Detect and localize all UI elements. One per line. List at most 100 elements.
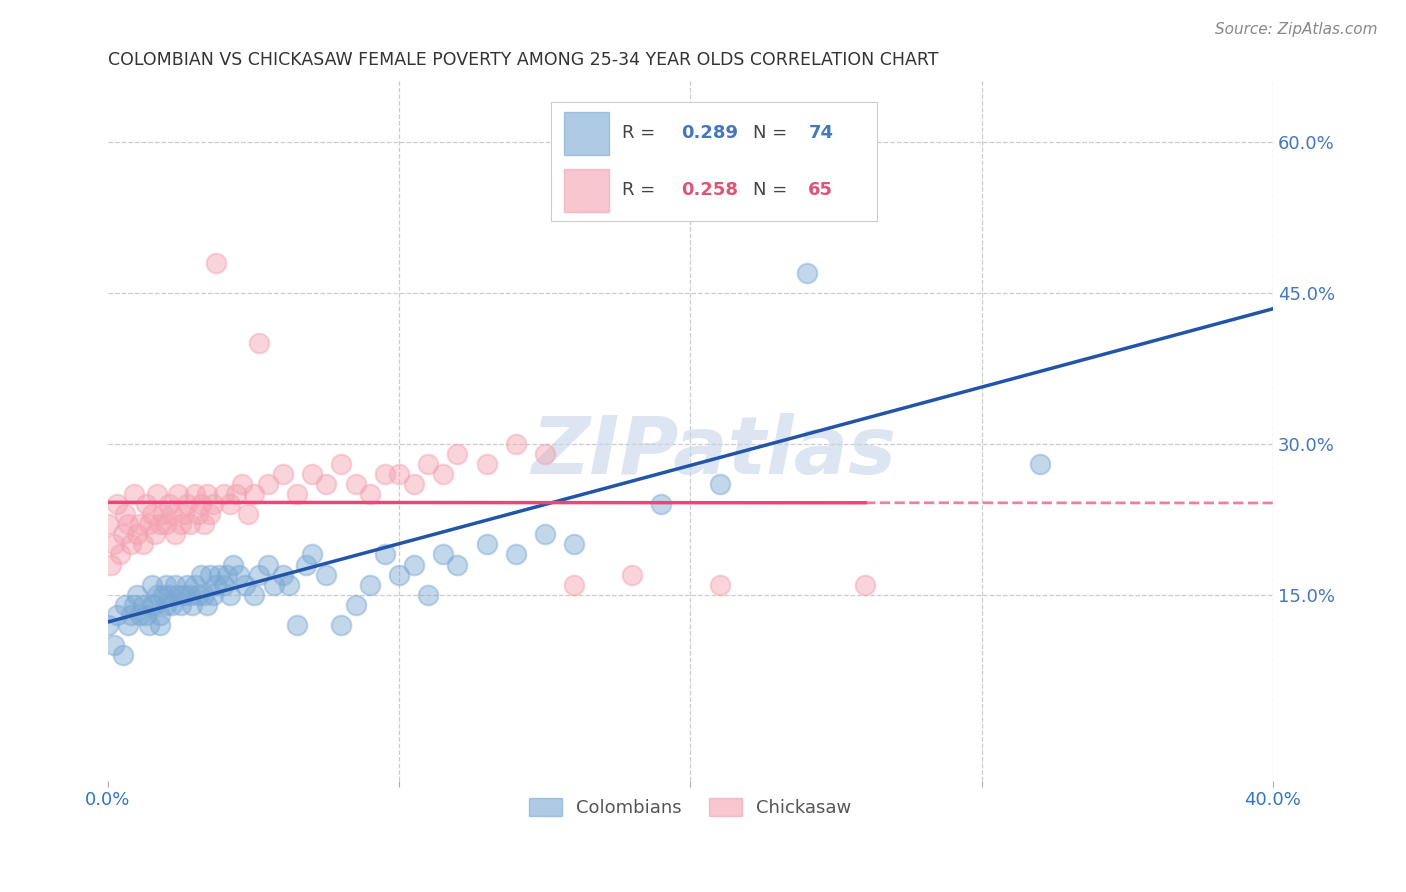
Point	[285, 618, 308, 632]
Point	[285, 487, 308, 501]
Point	[160, 507, 183, 521]
Point	[138, 517, 160, 532]
Point	[650, 497, 672, 511]
Point	[446, 558, 468, 572]
Point	[176, 577, 198, 591]
Point	[127, 527, 149, 541]
Text: ZIPatlas: ZIPatlas	[531, 413, 896, 491]
Point	[173, 588, 195, 602]
Point	[249, 336, 271, 351]
Point	[315, 567, 337, 582]
Point	[152, 507, 174, 521]
Point	[193, 588, 215, 602]
Point	[228, 567, 250, 582]
Point	[592, 175, 614, 189]
Point	[105, 497, 128, 511]
Point	[271, 567, 294, 582]
Point	[402, 477, 425, 491]
Point	[263, 577, 285, 591]
Point	[170, 598, 193, 612]
Point	[214, 487, 236, 501]
Point	[155, 517, 177, 532]
Point	[146, 588, 169, 602]
Point	[402, 558, 425, 572]
Point	[103, 537, 125, 551]
Point	[103, 638, 125, 652]
Point	[201, 588, 224, 602]
Point	[167, 487, 190, 501]
Point	[214, 577, 236, 591]
Point	[374, 548, 396, 562]
Point	[120, 537, 142, 551]
Point	[190, 497, 212, 511]
Point	[204, 577, 226, 591]
Point	[388, 567, 411, 582]
Point	[179, 517, 201, 532]
Point	[208, 567, 231, 582]
Point	[157, 497, 180, 511]
Point	[257, 558, 280, 572]
Point	[271, 467, 294, 481]
Point	[709, 577, 731, 591]
Point	[418, 457, 440, 471]
Point	[127, 588, 149, 602]
Point	[621, 567, 644, 582]
Point	[176, 497, 198, 511]
Legend: Colombians, Chickasaw: Colombians, Chickasaw	[522, 790, 859, 824]
Point	[219, 497, 242, 511]
Point	[138, 618, 160, 632]
Point	[195, 598, 218, 612]
Point	[152, 588, 174, 602]
Point	[146, 487, 169, 501]
Point	[1029, 457, 1052, 471]
Point	[179, 588, 201, 602]
Point	[143, 527, 166, 541]
Point	[155, 598, 177, 612]
Point	[231, 477, 253, 491]
Point	[359, 487, 381, 501]
Point	[187, 588, 209, 602]
Point	[219, 588, 242, 602]
Point	[388, 467, 411, 481]
Point	[105, 607, 128, 622]
Point	[242, 588, 264, 602]
Point	[233, 577, 256, 591]
Point	[225, 487, 247, 501]
Point	[97, 517, 120, 532]
Text: Source: ZipAtlas.com: Source: ZipAtlas.com	[1215, 22, 1378, 37]
Point	[129, 517, 152, 532]
Point	[155, 577, 177, 591]
Point	[141, 598, 163, 612]
Point	[149, 607, 172, 622]
Point	[418, 588, 440, 602]
Point	[562, 537, 585, 551]
Point	[149, 618, 172, 632]
Point	[242, 487, 264, 501]
Point	[132, 537, 155, 551]
Point	[135, 607, 157, 622]
Point	[193, 517, 215, 532]
Point	[117, 517, 139, 532]
Point	[184, 487, 207, 501]
Point	[184, 577, 207, 591]
Point	[217, 567, 239, 582]
Point	[143, 598, 166, 612]
Point	[149, 517, 172, 532]
Point	[533, 447, 555, 461]
Point	[120, 607, 142, 622]
Point	[114, 598, 136, 612]
Point	[432, 548, 454, 562]
Point	[190, 567, 212, 582]
Point	[141, 577, 163, 591]
Point	[222, 558, 245, 572]
Point	[277, 577, 299, 591]
Point	[157, 588, 180, 602]
Point	[505, 548, 527, 562]
Point	[796, 266, 818, 280]
Point	[163, 527, 186, 541]
Point	[709, 477, 731, 491]
Point	[141, 507, 163, 521]
Point	[198, 567, 221, 582]
Point	[187, 507, 209, 521]
Point	[329, 618, 352, 632]
